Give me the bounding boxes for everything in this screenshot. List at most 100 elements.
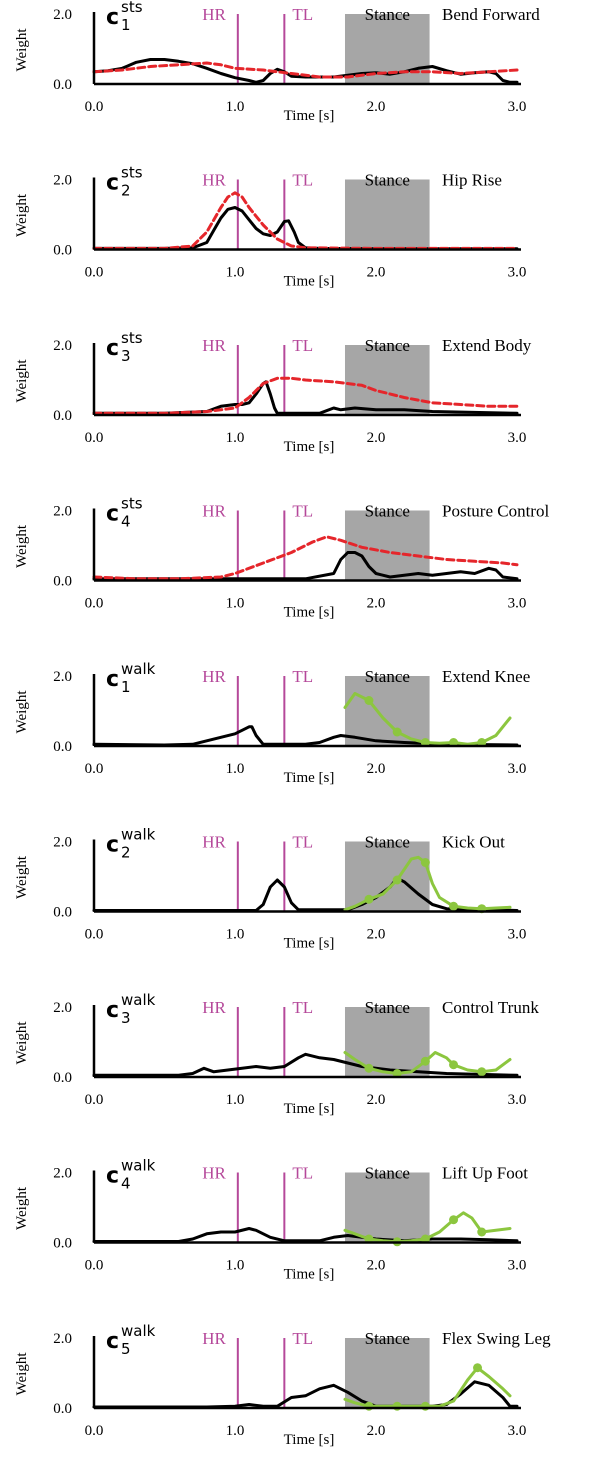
coef-subscript: 2	[121, 844, 131, 862]
series-marker	[392, 727, 402, 737]
tl-label: TL	[292, 5, 313, 24]
y-axis-label: Weight	[14, 1186, 30, 1230]
x-tick-label: 2.0	[367, 1258, 386, 1274]
x-tick-label: 2.0	[367, 265, 386, 281]
coef-superscript: sts	[121, 0, 143, 16]
panel-title: Bend Forward	[442, 5, 540, 24]
series-black-line	[92, 725, 519, 747]
hr-label: HR	[202, 1329, 226, 1348]
coef-subscript: 4	[121, 1175, 131, 1193]
x-axis-label: Time [s]	[284, 108, 335, 124]
series-marker	[392, 1401, 402, 1411]
x-axis-label: Time [s]	[284, 1101, 335, 1117]
tl-label: TL	[292, 502, 313, 521]
x-tick-label: 0.0	[85, 265, 104, 281]
x-tick-label: 1.0	[226, 1423, 245, 1439]
panel-title: Hip Rise	[442, 171, 502, 190]
stance-region	[344, 179, 430, 250]
x-axis-label: Time [s]	[284, 274, 335, 290]
coef-superscript: sts	[121, 329, 143, 347]
y-axis-label: Weight	[14, 524, 30, 568]
series-marker	[364, 696, 374, 705]
y-tick-label: 0.0	[53, 1070, 72, 1086]
x-tick-label: 0.0	[85, 99, 104, 115]
coef-superscript: sts	[121, 164, 143, 182]
series-marker	[364, 894, 374, 904]
panel-2: 2.0 0.0 Weight 0.0 1.0 2.0 3.0 Time [s] HR TL Stan…	[14, 164, 526, 290]
y-tick-label: 2.0	[53, 1331, 72, 1347]
x-tick-label: 2.0	[367, 1423, 386, 1439]
x-axis-label: Time [s]	[284, 1267, 335, 1283]
x-tick-label: 3.0	[508, 1423, 527, 1439]
coef-subscript: 3	[121, 1009, 131, 1027]
x-tick-label: 1.0	[226, 1258, 245, 1274]
coef-superscript: walk	[121, 826, 156, 844]
coef-subscript: 5	[121, 1340, 131, 1358]
x-tick-label: 1.0	[226, 927, 245, 943]
series-marker	[364, 1063, 374, 1073]
panel-1: 2.0 0.0 Weight 0.0 1.0 2.0 3.0 Time [s] HR TL Stan…	[14, 0, 540, 124]
x-tick-label: 0.0	[85, 1258, 104, 1274]
coef-subscript: 1	[121, 678, 131, 696]
series-red-dash-line	[92, 535, 519, 581]
x-axis-label: Time [s]	[284, 1432, 335, 1448]
coef-subscript: 3	[121, 347, 131, 365]
y-tick-label: 0.0	[53, 1236, 72, 1252]
y-tick-label: 0.0	[53, 574, 72, 590]
tl-label: TL	[292, 1329, 313, 1348]
series-black-line	[92, 551, 519, 581]
coef-symbol: c	[106, 502, 119, 527]
x-axis-label: Time [s]	[284, 439, 335, 455]
stance-region	[344, 676, 430, 746]
series-red-dash-line	[92, 376, 519, 415]
panel-7: 2.0 0.0 Weight 0.0 1.0 2.0 3.0 Time [s] HR TL Stan…	[14, 991, 539, 1117]
panel-title: Flex Swing Leg	[442, 1329, 551, 1348]
series-red-dash-line	[92, 191, 519, 250]
x-tick-label: 2.0	[367, 927, 386, 943]
panel-title: Extend Knee	[442, 667, 530, 686]
coef-subscript: 4	[121, 513, 131, 531]
x-axis-label: Time [s]	[284, 770, 335, 786]
coef-superscript: walk	[121, 991, 156, 1009]
x-tick-label: 0.0	[85, 1423, 104, 1439]
coef-symbol: c	[106, 171, 119, 196]
series-red-dash-line	[92, 61, 519, 79]
stance-region	[344, 1172, 430, 1243]
x-tick-label: 0.0	[85, 430, 104, 446]
y-tick-label: 0.0	[53, 77, 72, 93]
stance-region	[344, 841, 430, 912]
y-tick-label: 0.0	[53, 1401, 72, 1417]
tl-label: TL	[292, 833, 313, 852]
y-tick-label: 2.0	[53, 7, 72, 23]
series-black-line	[92, 58, 519, 84]
panel-9: 2.0 0.0 Weight 0.0 1.0 2.0 3.0 Time [s] HR TL Stan…	[14, 1322, 551, 1448]
y-axis-label: Weight	[14, 28, 30, 72]
x-tick-label: 2.0	[367, 596, 386, 612]
stance-label: Stance	[365, 5, 410, 24]
x-tick-label: 3.0	[508, 99, 527, 115]
tl-label: TL	[292, 1164, 313, 1183]
hr-label: HR	[202, 833, 226, 852]
series-marker	[420, 1401, 430, 1411]
tl-label: TL	[292, 171, 313, 190]
x-tick-label: 3.0	[508, 1258, 527, 1274]
series-marker	[477, 1227, 487, 1237]
series-black-line	[92, 380, 519, 415]
panel-title: Extend Body	[442, 336, 532, 355]
coef-symbol: c	[106, 5, 119, 30]
series-marker	[449, 1060, 459, 1070]
x-tick-label: 0.0	[85, 596, 104, 612]
y-tick-label: 0.0	[53, 739, 72, 755]
x-axis-label: Time [s]	[284, 605, 335, 621]
coef-symbol: c	[106, 336, 119, 361]
x-tick-label: 1.0	[226, 430, 245, 446]
x-tick-label: 3.0	[508, 761, 527, 777]
y-axis-label: Weight	[14, 690, 30, 734]
y-tick-label: 2.0	[53, 669, 72, 685]
x-tick-label: 2.0	[367, 761, 386, 777]
x-tick-label: 3.0	[508, 430, 527, 446]
series-marker	[420, 858, 430, 867]
panel-title: Posture Control	[442, 502, 549, 521]
series-black-line	[92, 1227, 519, 1243]
